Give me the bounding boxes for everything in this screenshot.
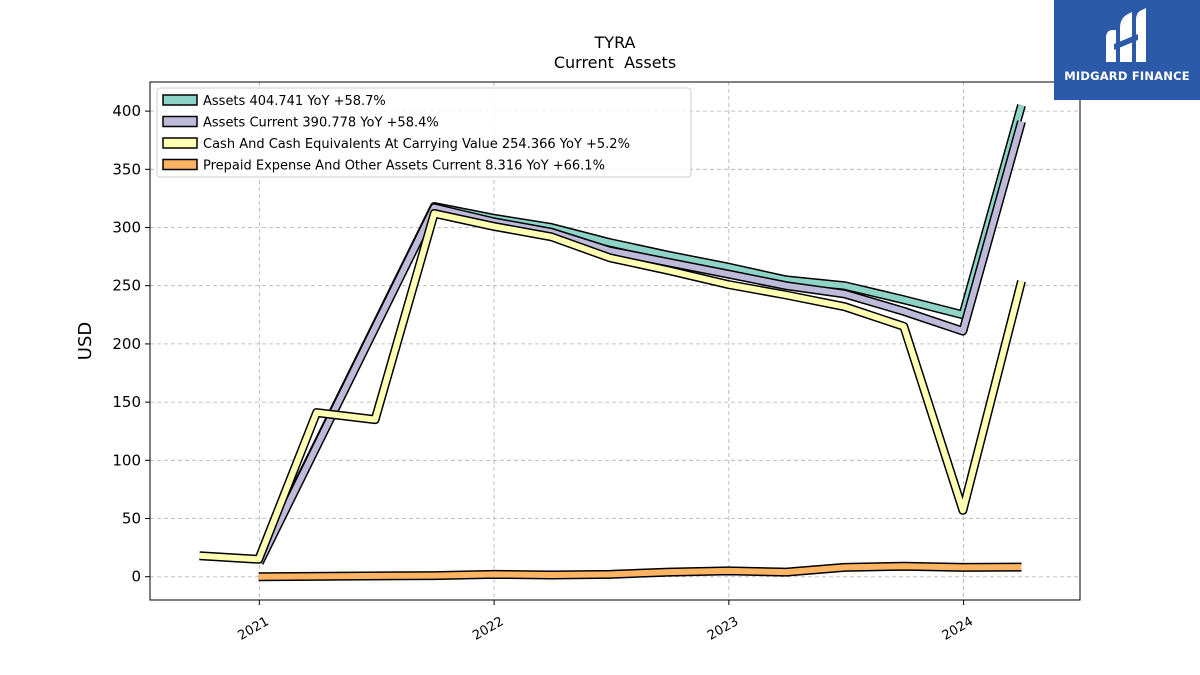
legend-entry: Cash And Cash Equivalents At Carrying Va…	[203, 137, 630, 152]
x-tick-label: 2022	[470, 614, 506, 644]
y-tick-label: 200	[112, 335, 141, 353]
y-tick-label: 150	[112, 393, 141, 411]
y-axis: 0 50 100 150 200 250 300 350 400	[112, 102, 150, 586]
legend-entry: Assets 404.741 YoY +58.7%	[203, 94, 386, 109]
legend-swatch	[162, 137, 198, 149]
y-tick-label: 300	[112, 219, 141, 237]
logo-mark-icon	[1106, 8, 1146, 62]
x-tick-label: 2024	[940, 614, 976, 644]
x-axis: 2021 2022 2023 2024	[236, 600, 976, 644]
chart-title: TYRA	[594, 33, 636, 52]
series-line	[255, 120, 1026, 565]
series-line-fill	[258, 563, 1022, 580]
legend-swatch	[162, 115, 198, 128]
chart-subtitle: Current Assets	[554, 53, 676, 72]
series-line-fill	[199, 210, 1025, 563]
logo-text: MIDGARD FINANCE	[1064, 69, 1190, 83]
legend-entry: Assets Current 390.778 YoY +58.4%	[203, 116, 439, 131]
x-tick-label: 2023	[705, 614, 741, 644]
legend-swatch	[162, 158, 198, 171]
series-line	[199, 209, 1026, 564]
y-tick-label: 0	[131, 568, 141, 586]
series-line	[258, 561, 1022, 582]
y-tick-label: 400	[112, 102, 141, 120]
y-tick-label: 50	[122, 510, 141, 528]
series-layer	[199, 104, 1026, 582]
plot-frame	[149, 81, 1081, 601]
series-line-fill	[256, 120, 1025, 565]
legend-swatch	[162, 94, 198, 106]
legend: Assets 404.741 YoY +58.7% Assets Current …	[156, 87, 692, 178]
x-tick-label: 2021	[236, 614, 272, 644]
midgard-finance-logo: MIDGARD FINANCE	[1054, 0, 1200, 100]
legend-entry: Prepaid Expense And Other Assets Current…	[203, 159, 605, 174]
y-tick-label: 100	[112, 451, 141, 469]
y-tick-label: 250	[112, 277, 141, 295]
legend-box	[156, 87, 692, 178]
y-axis-label: USD	[75, 322, 96, 360]
y-tick-label: 350	[112, 160, 141, 178]
series-line-outline	[199, 209, 1026, 564]
